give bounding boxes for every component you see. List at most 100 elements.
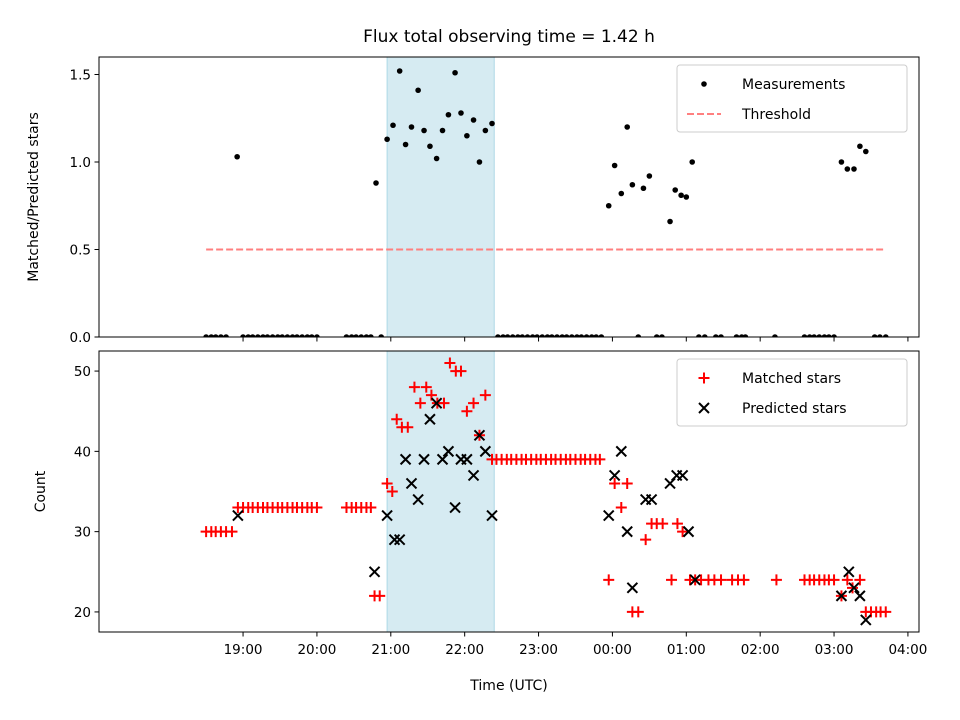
measurements-series [203, 68, 889, 337]
measurements-point [284, 334, 291, 337]
measurements-point [363, 334, 370, 337]
measurements-point [588, 334, 595, 337]
measurements-point [583, 334, 590, 337]
measurements-point [279, 334, 286, 337]
measurements-point [234, 153, 240, 160]
measurements-point [203, 334, 209, 337]
matched-stars-point [408, 381, 420, 393]
x-tick-label: 04:00 [888, 642, 927, 658]
measurements-point [635, 334, 642, 337]
measurements-point [871, 334, 878, 337]
measurements-point [857, 143, 863, 150]
measurements-point [559, 334, 565, 337]
measurements-point [269, 334, 276, 337]
ratio-y-axis-label: Matched/Predicted stars [26, 112, 42, 282]
measurements-point [877, 334, 883, 337]
matched-stars-point [438, 397, 450, 409]
measurements-point [659, 334, 665, 337]
predicted-stars-point [848, 582, 860, 594]
measurements-point [701, 334, 708, 337]
x-tick-label: 19:00 [224, 642, 263, 658]
measurements-point [433, 155, 440, 162]
measurements-point [274, 334, 281, 337]
predicted-stars-point [689, 574, 701, 586]
predicted-stars-point [393, 533, 406, 546]
measurements-point [678, 192, 684, 199]
measurements-point [495, 334, 501, 337]
x-tick-label: 02:00 [741, 642, 780, 658]
measurements-point [646, 173, 653, 179]
predicted-stars-point [645, 493, 658, 506]
predicted-stars-point [461, 453, 473, 466]
matched-stars-point [677, 526, 689, 538]
ratio-y-tick-label: 0.0 [70, 330, 91, 346]
measurements-point [408, 124, 415, 130]
predicted-stars-point [682, 525, 695, 538]
measurements-point [672, 187, 679, 193]
matched-stars-point [420, 381, 432, 393]
measurements-point [831, 334, 837, 337]
predicted-stars-point [621, 525, 633, 538]
ratio-legend: Measurements Threshold [676, 64, 908, 133]
legend-label: Measurements [742, 77, 845, 93]
measurements-point [509, 334, 516, 337]
measurements-point [240, 334, 246, 337]
measurements-point [826, 334, 832, 337]
measurements-point [304, 334, 311, 337]
predicted-stars-point [442, 445, 455, 458]
ratio-highlight-span [386, 56, 495, 338]
predicted-stars-point [843, 566, 855, 578]
measurements-point [611, 162, 618, 169]
predicted-stars-point [368, 566, 381, 578]
measurements-point [500, 334, 506, 337]
matched-stars-point [715, 574, 727, 586]
ratio-y-tick-label: 1.5 [70, 68, 91, 84]
legend-label: Matched stars [742, 371, 841, 387]
predicted-stars-point [860, 614, 872, 626]
matched-stars-point [381, 477, 393, 489]
predicted-stars-point [467, 469, 480, 482]
count-y-axis-label: Count [33, 470, 49, 512]
count-y-tick-label: 20 [74, 605, 91, 621]
predicted-stars-point [603, 509, 615, 522]
measurements-point [640, 185, 647, 192]
matched-stars-point [391, 413, 403, 425]
measurements-point [255, 334, 261, 337]
measurements-point [218, 334, 224, 337]
matched-stars-point [374, 590, 386, 602]
predicted-stars-point [473, 429, 486, 442]
predicted-stars-point [388, 533, 401, 546]
predicted-stars-point [436, 453, 449, 466]
measurements-point [482, 127, 489, 134]
measurements-point [578, 334, 585, 337]
measurements-point [838, 159, 845, 165]
measurements-point [343, 334, 350, 337]
measurements-point [294, 334, 300, 337]
legend-marker [698, 402, 710, 414]
ratio-axes-frame [98, 56, 920, 338]
x-tick-label: 21:00 [371, 642, 410, 658]
count-y-tick-label: 50 [74, 364, 91, 380]
measurements-point [415, 87, 421, 94]
ratio-y-tick-label: 0.5 [70, 243, 91, 259]
count-y-tick-label: 30 [74, 525, 91, 541]
measurements-point [515, 334, 521, 337]
predicted-stars-point [676, 469, 689, 482]
matched-stars-point [461, 405, 473, 417]
predicted-stars-point [626, 582, 639, 594]
matched-stars-point [414, 397, 426, 409]
matched-stars-point [479, 389, 491, 401]
measurements-point [882, 334, 889, 337]
measurements-point [568, 334, 575, 337]
x-axis-label: Time (UTC) [469, 678, 547, 694]
measurements-point [574, 334, 580, 337]
ratio-panel: 0.0 0.5 1.0 1.5 Matched/Predicted stars Measu… [26, 56, 920, 346]
measurements-point [308, 334, 315, 337]
matched-stars-point [671, 518, 683, 530]
measurements-point [421, 127, 427, 134]
measurements-point [489, 120, 495, 127]
matched-stars-point [386, 486, 398, 497]
predicted-stars-point [835, 590, 848, 602]
measurements-point [806, 334, 813, 337]
measurements-point [544, 334, 551, 337]
